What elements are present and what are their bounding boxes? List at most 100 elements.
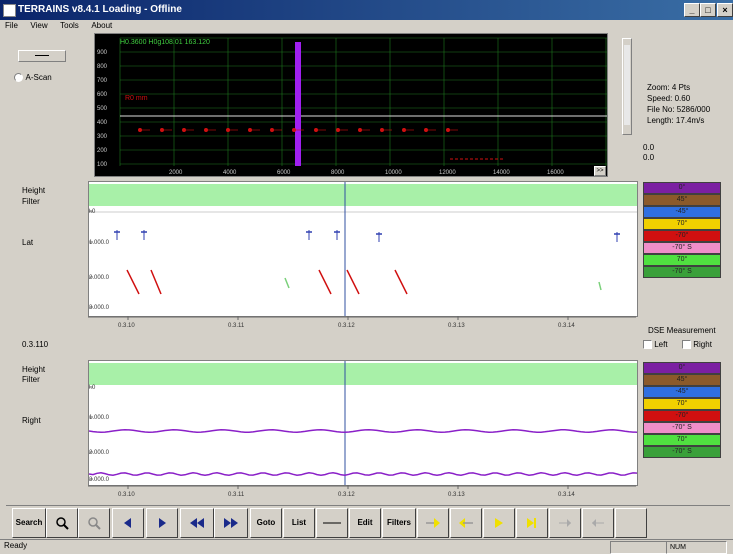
x-tick-label: 0.3.11: [228, 323, 245, 328]
edit-button[interactable]: Edit: [349, 508, 381, 538]
checkbox-icon: [643, 340, 652, 350]
legend-chip[interactable]: -70°: [643, 230, 721, 242]
legend-chip[interactable]: -70° S: [643, 422, 721, 434]
x-tick-label: 0.3.14: [558, 323, 575, 328]
menu-about[interactable]: About: [91, 21, 113, 30]
search-button[interactable]: Search: [12, 508, 46, 538]
legend-chip[interactable]: -45°: [643, 386, 721, 398]
y-tick-label: -2.000.0: [89, 275, 110, 281]
empty-button[interactable]: [615, 508, 647, 538]
status-text: Ready: [4, 541, 28, 550]
speed-readout: Speed: 0.60: [647, 94, 691, 103]
legend-chip[interactable]: -70° S: [643, 266, 721, 278]
green-echo-streak: [598, 281, 602, 291]
x-tick-label: 0.3.10: [118, 492, 135, 497]
scope-y-tick: 500: [97, 106, 108, 112]
double-left-icon: [190, 518, 204, 528]
right-bscan-svg: 0.0 -1.000.0 -2.000.0 -3.000.0: [87, 361, 638, 485]
menu-view[interactable]: View: [30, 21, 48, 30]
scope-y-tick: 600: [97, 92, 108, 98]
legend-chip[interactable]: 45°: [643, 194, 721, 206]
legend-chip[interactable]: 70°: [643, 398, 721, 410]
x-tick-label: 0.3.14: [558, 492, 575, 497]
value-readouts: 0.0 0.0: [643, 143, 654, 163]
next-button[interactable]: [146, 508, 178, 538]
arrow-left-yellow-button[interactable]: [450, 508, 482, 538]
red-echo-streak: [318, 269, 332, 295]
scan-button[interactable]: [18, 50, 66, 62]
disabled-button-2[interactable]: [582, 508, 614, 538]
scope-y-ticks: 900 800 700 600 500 400 300 200 100: [97, 50, 108, 168]
scope-x-ticks: 2000 4000 6000 8000 10000 12000 14000 16000: [169, 170, 564, 176]
legend-chip[interactable]: -70° S: [643, 446, 721, 458]
dash-icon: [35, 55, 49, 56]
minimize-button[interactable]: _: [684, 3, 700, 17]
x-tick-label: 0.3.13: [448, 492, 465, 497]
legend-chip[interactable]: 0°: [643, 362, 721, 374]
legend-chip[interactable]: -70° S: [643, 242, 721, 254]
legend-chip[interactable]: -45°: [643, 206, 721, 218]
green-echo-streak: [284, 277, 290, 289]
goto-button[interactable]: Goto: [250, 508, 282, 538]
right-y-ticks: 0.0 -1.000.0 -2.000.0 -3.000.0: [87, 385, 110, 483]
zoom-readout: Zoom: 4 Pts: [647, 83, 691, 92]
zoom-out-button[interactable]: [78, 508, 110, 538]
scope-x-tick: 2000: [169, 170, 183, 176]
scope-scroll-right[interactable]: >>: [594, 166, 606, 176]
y-tick-label: -1.000.0: [89, 240, 110, 246]
rewind-button[interactable]: [180, 508, 214, 538]
window-title: TERRAINS v8.4.1 Loading - Offline: [18, 4, 182, 15]
menu-bar: File View Tools About: [0, 20, 733, 32]
menu-tools[interactable]: Tools: [60, 21, 79, 30]
maximize-button[interactable]: □: [700, 3, 716, 17]
measurement-title: DSE Measurement: [648, 326, 716, 335]
menu-file[interactable]: File: [5, 21, 18, 30]
legend-chip[interactable]: -70°: [643, 410, 721, 422]
x-tick-label: 0.3.10: [118, 323, 135, 328]
value-2: 0.0: [643, 153, 655, 162]
scope-y-tick: 700: [97, 78, 108, 84]
title-bar: TERRAINS v8.4.1 Loading - Offline _ □ ×: [0, 0, 733, 20]
double-right-icon: [224, 518, 238, 528]
legend-chip[interactable]: 70°: [643, 434, 721, 446]
scope-y-tick: 800: [97, 64, 108, 70]
left-lat-label: Lat: [22, 238, 34, 247]
prev-button[interactable]: [112, 508, 144, 538]
forward-button[interactable]: [214, 508, 248, 538]
scope-y-tick: 900: [97, 50, 108, 56]
disabled-button-1[interactable]: [549, 508, 581, 538]
yellow-step-button[interactable]: [516, 508, 548, 538]
line-button[interactable]: [316, 508, 348, 538]
filters-button[interactable]: Filters: [382, 508, 416, 538]
legend-chip[interactable]: 45°: [643, 374, 721, 386]
legend-chip[interactable]: 70°: [643, 218, 721, 230]
zoom-in-button[interactable]: [46, 508, 78, 538]
scope-header: H0.3600 H0g108.01 163.120: [120, 39, 210, 46]
right-filter-label: Filter: [22, 375, 40, 384]
a-scan-radio[interactable]: A-Scan: [14, 72, 84, 84]
y-tick-label: 0.0: [89, 209, 96, 215]
length-readout: Length: 17.4m/s: [647, 116, 705, 125]
yellow-arrow-right-icon: [426, 518, 440, 528]
right-x-axis: 0.3.10 0.3.11 0.3.12 0.3.13 0.3.14: [88, 485, 636, 498]
check-right[interactable]: Right: [682, 340, 712, 350]
value-1: 0.0: [643, 143, 655, 152]
check-left-label: Left: [654, 340, 668, 349]
right-height-label: Height: [22, 365, 46, 374]
yellow-triangle-icon: [495, 518, 503, 528]
legend-chip[interactable]: 0°: [643, 182, 721, 194]
yellow-play-button[interactable]: [483, 508, 515, 538]
legend-chip[interactable]: 70°: [643, 254, 721, 266]
magnifier-disabled-icon: [88, 517, 101, 530]
check-left[interactable]: Left: [643, 340, 668, 350]
close-button[interactable]: ×: [717, 3, 733, 17]
scope-x-tick: 4000: [223, 170, 237, 176]
arrow-right-yellow-button[interactable]: [417, 508, 449, 538]
list-button[interactable]: List: [283, 508, 315, 538]
red-echo-streak: [346, 269, 360, 295]
left-channel-plot: 0.0 -1.000.0 -2.000.0 -3.000.0: [87, 181, 638, 317]
x-tick-label: 0.3.13: [448, 323, 465, 328]
scope-signal-peak: [295, 42, 301, 166]
scope-x-tick: 8000: [331, 170, 345, 176]
scope-scrollbar[interactable]: [622, 38, 632, 135]
